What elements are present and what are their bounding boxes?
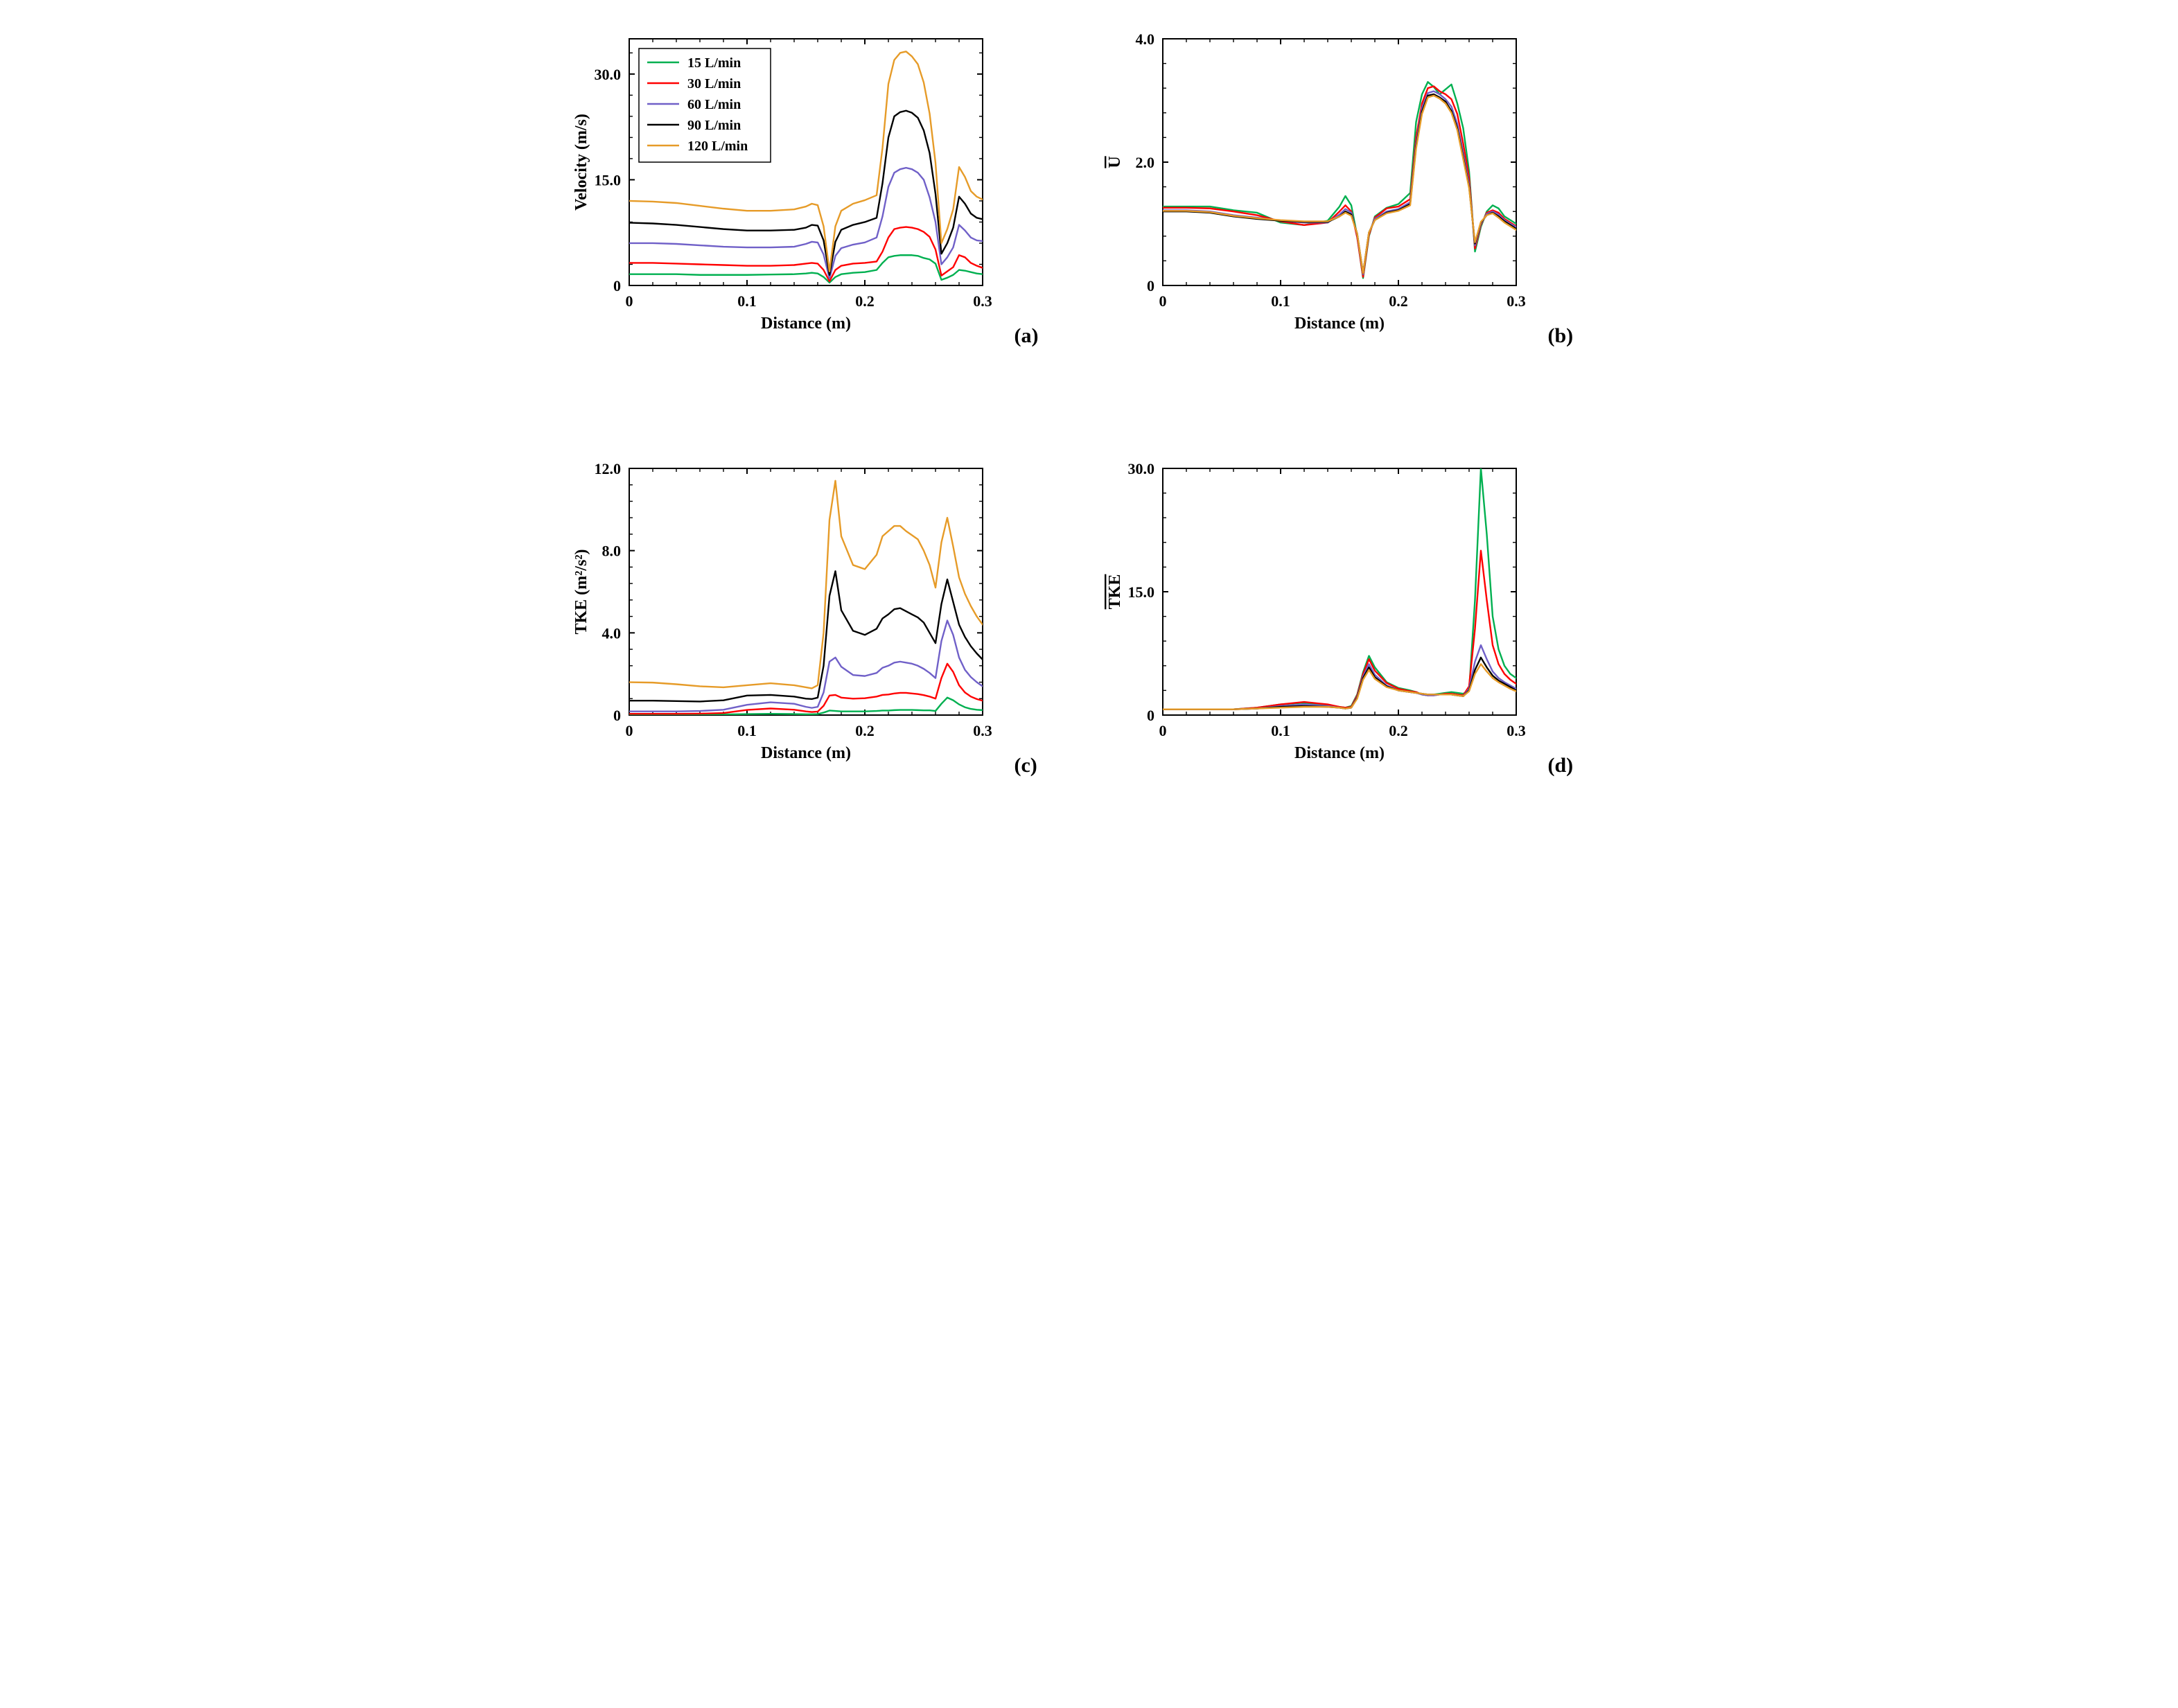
series-line-30: [1163, 87, 1516, 277]
y-axis-label: U: [1106, 156, 1124, 168]
panel-sub-label-d: (d): [1548, 754, 1574, 777]
xtick-label: 0.2: [855, 292, 875, 310]
panel-a: 0 0.1 0.2 0.3 0 15.0 30.0 Distance (m) Velocity …: [565, 14, 1009, 346]
series-line-60: [1163, 645, 1516, 710]
y-axis-label: TKE (m²/s²): [572, 549, 590, 634]
series-line-90: [1163, 94, 1516, 273]
ytick-label: 4.0: [601, 624, 621, 642]
figure-root: 0 0.1 0.2 0.3 0 15.0 30.0 Distance (m) Velocity …: [545, 0, 1634, 854]
legend-item-label: 30 L/min: [687, 76, 741, 91]
series-line-90: [1163, 658, 1516, 710]
xtick-label: 0.1: [1271, 722, 1290, 739]
series-line-60: [1163, 91, 1516, 274]
xtick-label: 0.1: [737, 722, 757, 739]
panel-sub-label-b: (b): [1548, 324, 1574, 348]
xtick-label: 0: [625, 722, 633, 739]
ytick-label: 0: [613, 277, 621, 294]
panel-b: 0 0.1 0.2 0.3 0 2.0 4.0 Distance (m) U: [1099, 14, 1543, 346]
series-line-120: [1163, 96, 1516, 273]
xtick-label: 0: [1159, 292, 1166, 310]
legend-item-label: 15 L/min: [687, 55, 741, 71]
xtick-label: 0.3: [1507, 722, 1526, 739]
series-line-60: [629, 168, 983, 279]
xtick-label: 0.1: [737, 292, 757, 310]
x-axis-label: Distance (m): [1294, 744, 1385, 762]
ytick-label: 4.0: [1135, 30, 1154, 48]
xtick-label: 0.3: [973, 292, 992, 310]
series-line-120: [1163, 664, 1516, 709]
ytick-label: 0: [1147, 277, 1154, 294]
legend-item-label: 60 L/min: [687, 97, 741, 112]
ytick-label: 8.0: [601, 543, 621, 560]
series-line-30: [1163, 551, 1516, 710]
series-line-15: [1163, 82, 1516, 278]
ytick-label: 0: [1147, 707, 1154, 724]
ytick-label: 30.0: [594, 66, 621, 83]
ytick-label: 0: [613, 707, 621, 724]
ytick-label: 2.0: [1135, 154, 1154, 171]
x-axis-label: Distance (m): [761, 315, 851, 333]
xtick-label: 0.2: [1389, 722, 1408, 739]
panel-c: 0 0.1 0.2 0.3 0 4.0 8.0 12.0 Distance (m) TKE (m²…: [565, 443, 1009, 776]
ytick-label: 15.0: [1127, 583, 1154, 601]
x-axis-label: Distance (m): [1294, 315, 1385, 333]
panel-sub-label-c: (c): [1015, 754, 1037, 777]
ytick-label: 15.0: [594, 171, 621, 188]
series-line-15: [629, 255, 983, 283]
xtick-label: 0.2: [1389, 292, 1408, 310]
xtick-label: 0: [1159, 722, 1166, 739]
series-line-120: [629, 481, 983, 689]
xtick-label: 0.3: [973, 722, 992, 739]
series-line-15: [1163, 468, 1516, 710]
legend-item-label: 90 L/min: [687, 118, 741, 133]
y-axis-label: TKE: [1106, 574, 1124, 610]
xtick-label: 0.3: [1507, 292, 1526, 310]
y-axis-label: Velocity (m/s): [572, 114, 590, 211]
xtick-label: 0.1: [1271, 292, 1290, 310]
panel-d: 0 0.1 0.2 0.3 0 15.0 30.0 Distance (m) TKE: [1099, 443, 1543, 776]
panel-sub-label-a: (a): [1015, 324, 1039, 348]
x-axis-label: Distance (m): [761, 744, 851, 762]
ytick-label: 30.0: [1127, 460, 1154, 477]
ytick-label: 12.0: [594, 460, 621, 477]
series-line-90: [629, 571, 983, 701]
legend-item-label: 120 L/min: [687, 139, 748, 154]
xtick-label: 0.2: [855, 722, 875, 739]
xtick-label: 0: [625, 292, 633, 310]
